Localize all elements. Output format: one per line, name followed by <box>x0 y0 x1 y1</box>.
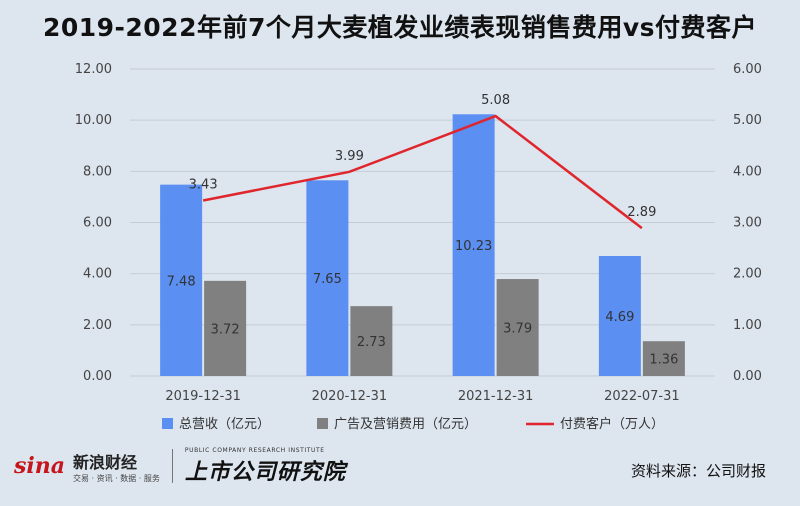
bar-marketing <box>496 279 539 376</box>
legend-revenue-label: 总营收（亿元） <box>179 417 270 432</box>
line-paying-customers-label: 3.43 <box>189 177 218 192</box>
bar-marketing <box>350 306 393 376</box>
x-tick-label: 2021-12-31 <box>458 389 534 404</box>
sina-logo: sina <box>14 453 65 479</box>
y-right-tick-label: 2.00 <box>733 267 762 282</box>
institute-sub: PUBLIC COMPANY RESEARCH INSTITUTE <box>184 446 325 454</box>
bar-revenue <box>598 256 641 376</box>
institute-name: 上市公司研究院 <box>184 459 346 485</box>
bar-revenue <box>160 184 203 376</box>
bar-revenue-label: 10.23 <box>455 239 492 254</box>
y-right-tick-label: 6.00 <box>733 62 762 77</box>
line-paying-customers-label: 2.89 <box>627 205 656 220</box>
bar-marketing-label: 3.79 <box>503 322 532 337</box>
line-paying-customers-label: 5.08 <box>481 93 510 108</box>
source-note: 资料来源：公司财报 <box>630 462 766 480</box>
sina-brand-name: 新浪财经 <box>73 452 138 472</box>
bar-marketing <box>204 280 247 376</box>
bar-revenue-label: 7.48 <box>167 274 196 289</box>
y-left-tick-label: 4.00 <box>83 267 112 282</box>
bar-revenue <box>452 114 495 376</box>
bar-marketing-label: 1.36 <box>649 353 678 368</box>
line-paying-customers-label: 3.99 <box>335 149 364 164</box>
legend-revenue-swatch <box>162 418 173 429</box>
bar-revenue-label: 7.65 <box>313 272 342 287</box>
bar-revenue <box>306 180 349 376</box>
logo-divider <box>171 449 173 483</box>
y-left-tick-label: 6.00 <box>83 216 112 231</box>
y-right-tick-label: 3.00 <box>733 216 762 231</box>
y-left-tick-label: 0.00 <box>83 369 112 384</box>
y-left-tick-label: 12.00 <box>75 62 112 77</box>
sina-brand-sub: 交易 · 资讯 · 数据 · 服务 <box>73 473 160 483</box>
y-left-tick-label: 10.00 <box>75 113 112 128</box>
legend-marketing-label: 广告及营销费用（亿元） <box>334 417 477 432</box>
line-paying-customers <box>202 114 643 230</box>
x-tick-label: 2022-07-31 <box>604 389 680 404</box>
legend-marketing-swatch <box>317 418 328 429</box>
x-tick-label: 2019-12-31 <box>165 389 241 404</box>
y-left-tick-label: 2.00 <box>83 318 112 333</box>
bar-marketing <box>642 341 685 376</box>
bar-marketing-label: 2.73 <box>357 335 386 350</box>
y-right-tick-label: 0.00 <box>733 369 762 384</box>
y-right-tick-label: 4.00 <box>733 164 762 179</box>
x-tick-label: 2020-12-31 <box>312 389 388 404</box>
institute-logo: PUBLIC COMPANY RESEARCH INSTITUTE 上市公司研究… <box>185 447 346 486</box>
chart-title: 2019-2022年前7个月大麦植发业绩表现销售费用vs付费客户 <box>42 13 758 42</box>
legend-line-label: 付费客户（万人） <box>560 416 664 432</box>
sina-brand: 新浪财经 交易 · 资讯 · 数据 · 服务 <box>73 449 160 484</box>
y-right-tick-label: 5.00 <box>733 113 762 128</box>
bar-marketing-label: 3.72 <box>211 322 240 337</box>
footer-logos: sina 新浪财经 交易 · 资讯 · 数据 · 服务 PUBLIC COMPA… <box>14 446 346 486</box>
y-right-tick-label: 1.00 <box>733 318 762 333</box>
y-left-tick-label: 8.00 <box>83 164 112 179</box>
bar-revenue-label: 4.69 <box>605 310 634 325</box>
